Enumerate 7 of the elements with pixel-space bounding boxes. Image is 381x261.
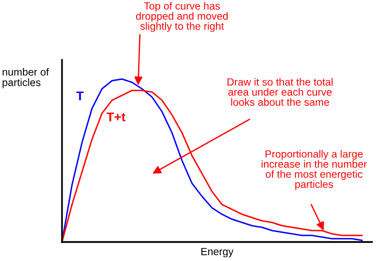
series-label: T+t <box>106 112 126 122</box>
text: Top of curve has dropped and moved slightly to the right <box>136 2 228 32</box>
series-label: T <box>76 92 84 100</box>
y-axis-title: number of particles <box>2 68 49 88</box>
x-axis-title: Energy <box>201 248 234 258</box>
annotation: Draw it so that the total area under each curve looks about the same <box>228 78 333 106</box>
annotation: Proportionally a large increase in the number of the most energetic particles <box>262 150 367 190</box>
